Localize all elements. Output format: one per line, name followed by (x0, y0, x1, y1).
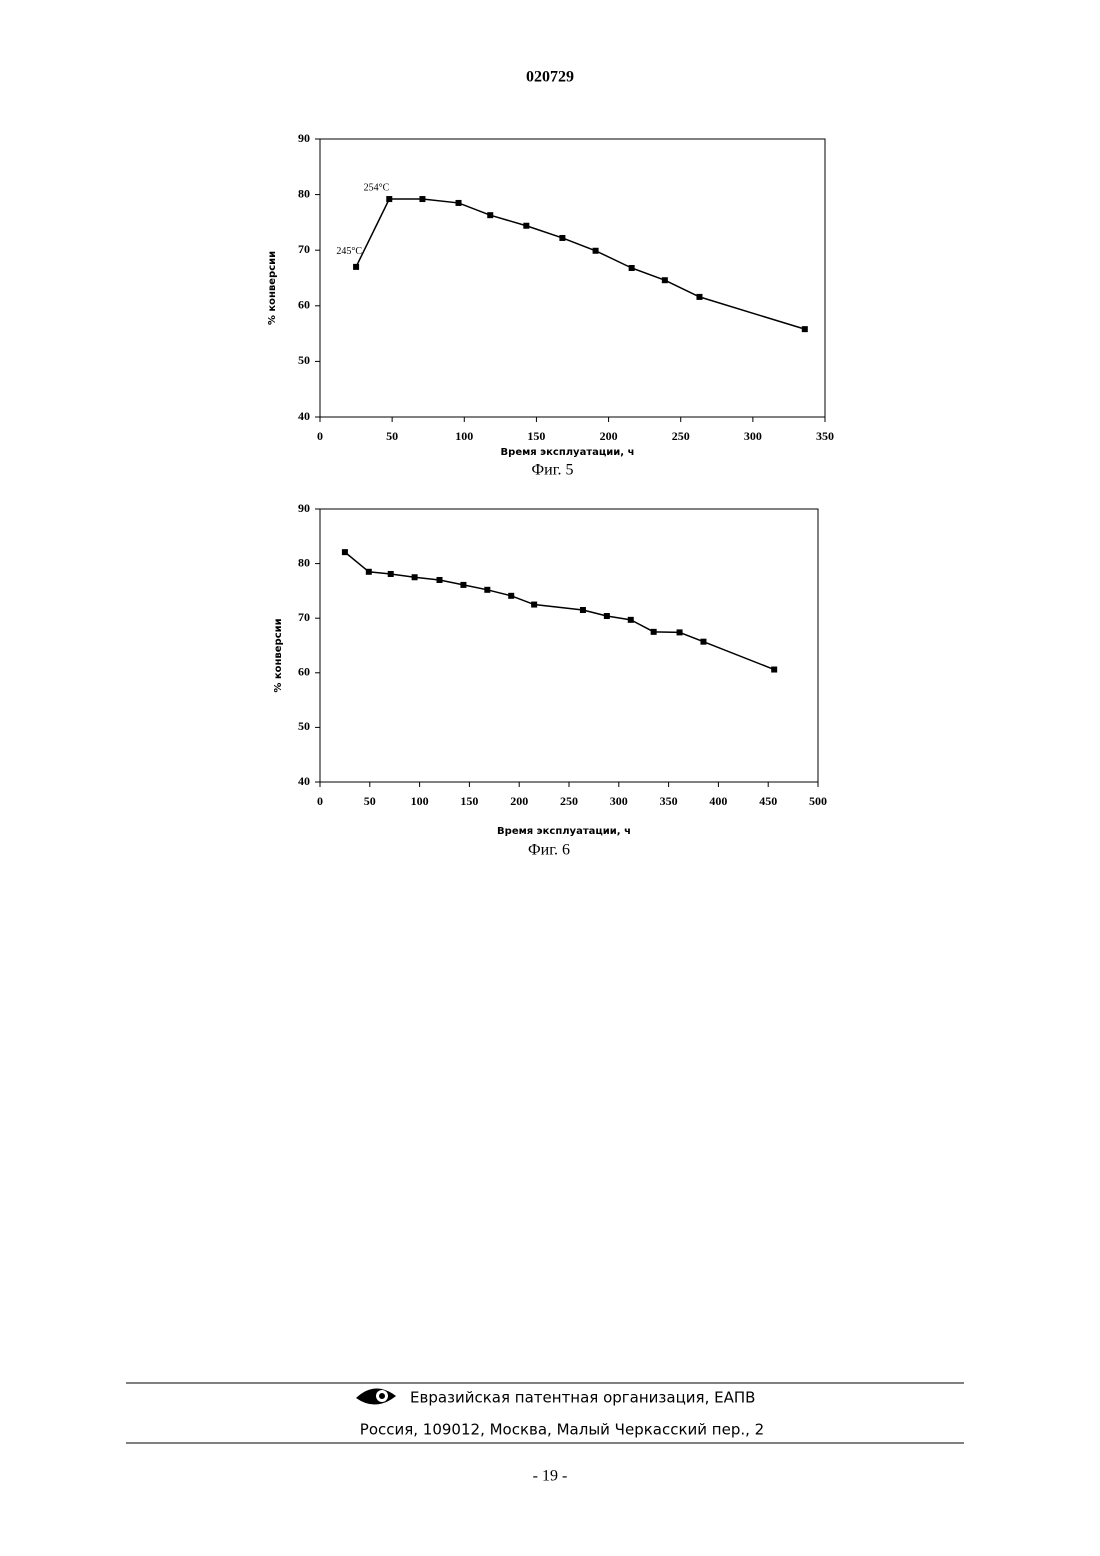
y-axis-label: % конверсии (267, 251, 278, 325)
annotation: 254°C (364, 182, 390, 193)
annotation: 245°C (336, 246, 362, 257)
x-tick-label: 0 (317, 794, 323, 808)
x-tick-label: 350 (816, 429, 834, 443)
y-tick-label: 70 (298, 242, 310, 256)
data-point (629, 265, 635, 271)
data-point (484, 587, 490, 593)
y-tick-label: 80 (298, 186, 310, 200)
data-point (662, 277, 668, 283)
x-tick-label: 0 (317, 429, 323, 443)
data-point (523, 223, 529, 229)
y-tick-label: 40 (298, 409, 310, 423)
data-point (487, 212, 493, 218)
page-number: - 19 - (533, 1468, 568, 1485)
x-tick-label: 200 (600, 429, 618, 443)
data-point (456, 200, 462, 206)
data-point (559, 235, 565, 241)
x-tick-label: 250 (560, 794, 578, 808)
data-point (771, 667, 777, 673)
y-tick-label: 60 (298, 298, 310, 312)
data-point (419, 196, 425, 202)
x-tick-label: 200 (510, 794, 528, 808)
x-tick-label: 150 (527, 429, 545, 443)
data-point (386, 196, 392, 202)
x-tick-label: 300 (610, 794, 628, 808)
y-tick-label: 90 (298, 131, 310, 145)
data-point (604, 613, 610, 619)
logo-pupil (379, 1393, 385, 1399)
y-tick-label: 60 (298, 665, 310, 679)
data-point (437, 577, 443, 583)
x-axis-label: Время эксплуатации, ч (497, 826, 631, 837)
data-point (531, 602, 537, 608)
x-tick-label: 300 (744, 429, 762, 443)
x-tick-label: 50 (364, 794, 376, 808)
data-point (696, 294, 702, 300)
data-point (677, 629, 683, 635)
data-point (651, 629, 657, 635)
data-point (802, 326, 808, 332)
data-point (412, 574, 418, 580)
x-tick-label: 400 (709, 794, 727, 808)
data-point (366, 569, 372, 575)
data-point (580, 607, 586, 613)
x-tick-label: 100 (411, 794, 429, 808)
x-tick-label: 50 (386, 429, 398, 443)
page: 020729 Евразийская патентная организация… (0, 0, 1100, 1556)
document-number: 020729 (526, 69, 574, 86)
data-point (353, 264, 359, 270)
data-point (460, 582, 466, 588)
data-point (508, 593, 514, 599)
x-tick-label: 450 (759, 794, 777, 808)
data-point (700, 639, 706, 645)
figure-caption: Фиг. 5 (532, 462, 574, 479)
x-tick-label: 100 (455, 429, 473, 443)
y-tick-label: 50 (298, 353, 310, 367)
footer-address: Россия, 109012, Москва, Малый Черкасский… (360, 1421, 764, 1439)
data-point (342, 549, 348, 555)
x-tick-label: 250 (672, 429, 690, 443)
figure-caption: Фиг. 6 (528, 842, 570, 859)
data-point (628, 617, 634, 623)
x-tick-label: 350 (660, 794, 678, 808)
x-tick-label: 150 (460, 794, 478, 808)
y-tick-label: 70 (298, 610, 310, 624)
y-tick-label: 90 (298, 501, 310, 515)
footer-organization: Евразийская патентная организация, ЕАПВ (410, 1389, 755, 1407)
y-tick-label: 80 (298, 555, 310, 569)
x-tick-label: 500 (809, 794, 827, 808)
x-axis-label: Время эксплуатации, ч (501, 447, 635, 458)
y-tick-label: 50 (298, 719, 310, 733)
y-tick-label: 40 (298, 774, 310, 788)
data-point (388, 571, 394, 577)
y-axis-label: % конверсии (273, 618, 284, 692)
data-point (593, 248, 599, 254)
